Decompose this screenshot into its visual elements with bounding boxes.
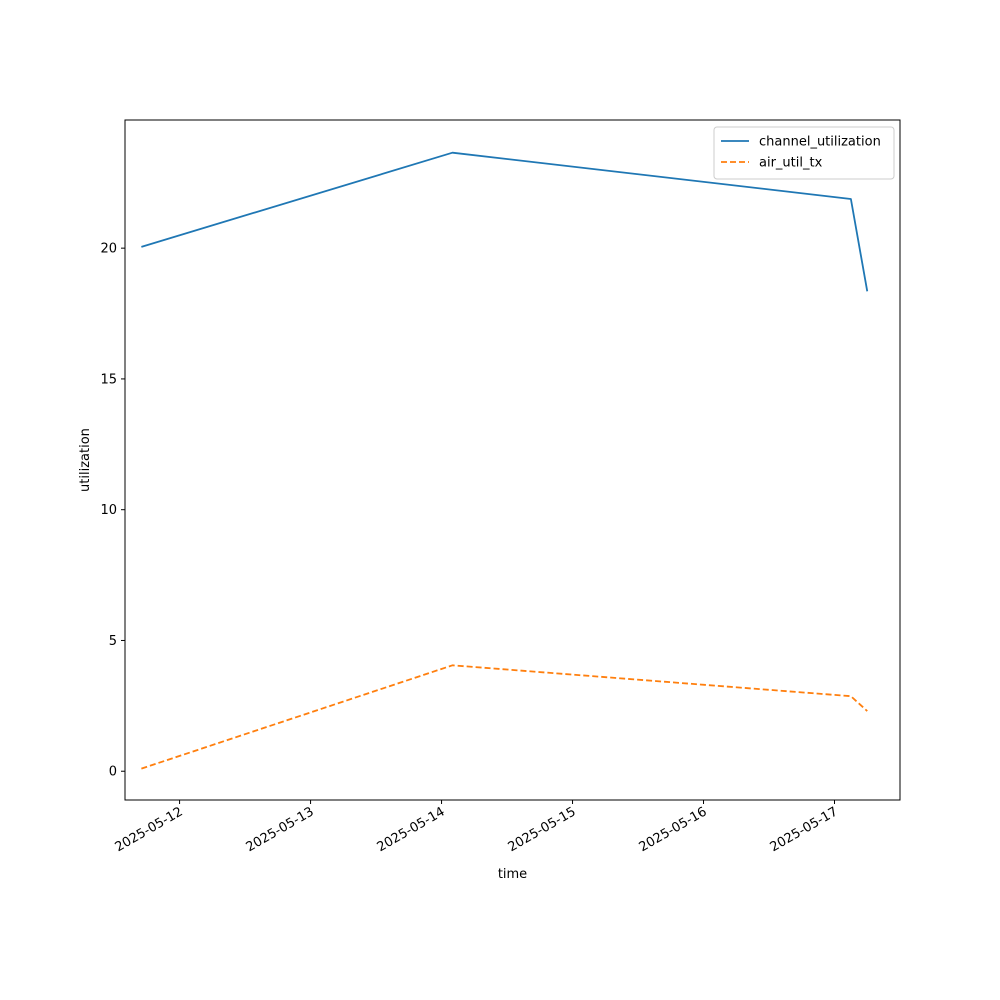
y-tick-label: 5	[109, 634, 117, 649]
legend-box	[713, 126, 895, 180]
y-tick-label: 15	[100, 372, 117, 387]
y-tick-label: 20	[100, 242, 117, 257]
series-line-air-util-tx	[141, 664, 868, 770]
legend-label: channel_utilization	[759, 135, 881, 150]
legend: channel_utilization air_util_tx	[713, 126, 895, 180]
y-axis: 0 5 10 15 20	[100, 242, 125, 780]
y-axis-label: utilization	[78, 428, 93, 492]
x-axis-label: time	[498, 867, 527, 882]
series-line-channel-utilization	[141, 151, 869, 292]
plot-frame	[124, 119, 901, 801]
y-tick-label: 10	[100, 503, 117, 518]
legend-label: air_util_tx	[759, 156, 823, 171]
plot-lines	[141, 151, 869, 770]
y-tick-label: 0	[109, 765, 117, 780]
